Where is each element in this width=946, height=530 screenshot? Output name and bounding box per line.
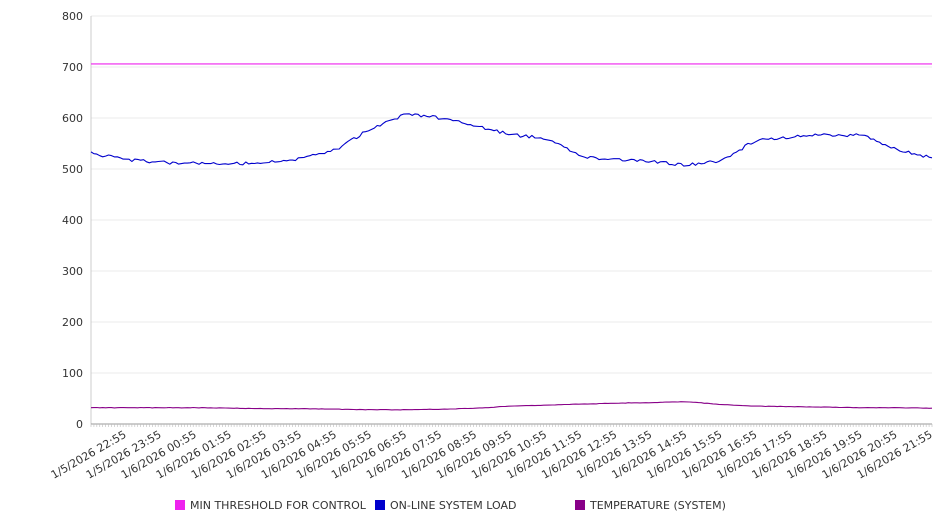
legend-label: ON-LINE SYSTEM LOAD <box>390 499 516 512</box>
x-minor-ticks <box>90 424 933 427</box>
grid-lines <box>91 15 932 374</box>
legend-item-on-line-system-load: ON-LINE SYSTEM LOAD <box>375 499 516 512</box>
legend-item-min-threshold-for-control: MIN THRESHOLD FOR CONTROL <box>175 499 367 512</box>
legend-swatch <box>575 500 585 510</box>
y-tick-label: 800 <box>62 10 83 23</box>
legend: MIN THRESHOLD FOR CONTROL ON-LINE SYSTEM … <box>175 499 726 512</box>
data-series <box>90 63 933 411</box>
legend-label: MIN THRESHOLD FOR CONTROL <box>190 499 367 512</box>
y-tick-label: 500 <box>62 163 83 176</box>
y-tick-label: 400 <box>62 214 83 227</box>
y-tick-label: 100 <box>62 367 83 380</box>
y-tick-label: 600 <box>62 112 83 125</box>
legend-swatch <box>375 500 385 510</box>
series-line-on-line-system-load <box>90 113 933 167</box>
y-tick-label: 200 <box>62 316 83 329</box>
series-line-temperature-system <box>90 401 933 411</box>
legend-swatch <box>175 500 185 510</box>
legend-item-temperature-system: TEMPERATURE (SYSTEM) <box>575 499 726 512</box>
y-tick-label: 0 <box>76 418 83 431</box>
y-tick-label: 300 <box>62 265 83 278</box>
legend-label: TEMPERATURE (SYSTEM) <box>589 499 726 512</box>
y-tick-label: 700 <box>62 61 83 74</box>
